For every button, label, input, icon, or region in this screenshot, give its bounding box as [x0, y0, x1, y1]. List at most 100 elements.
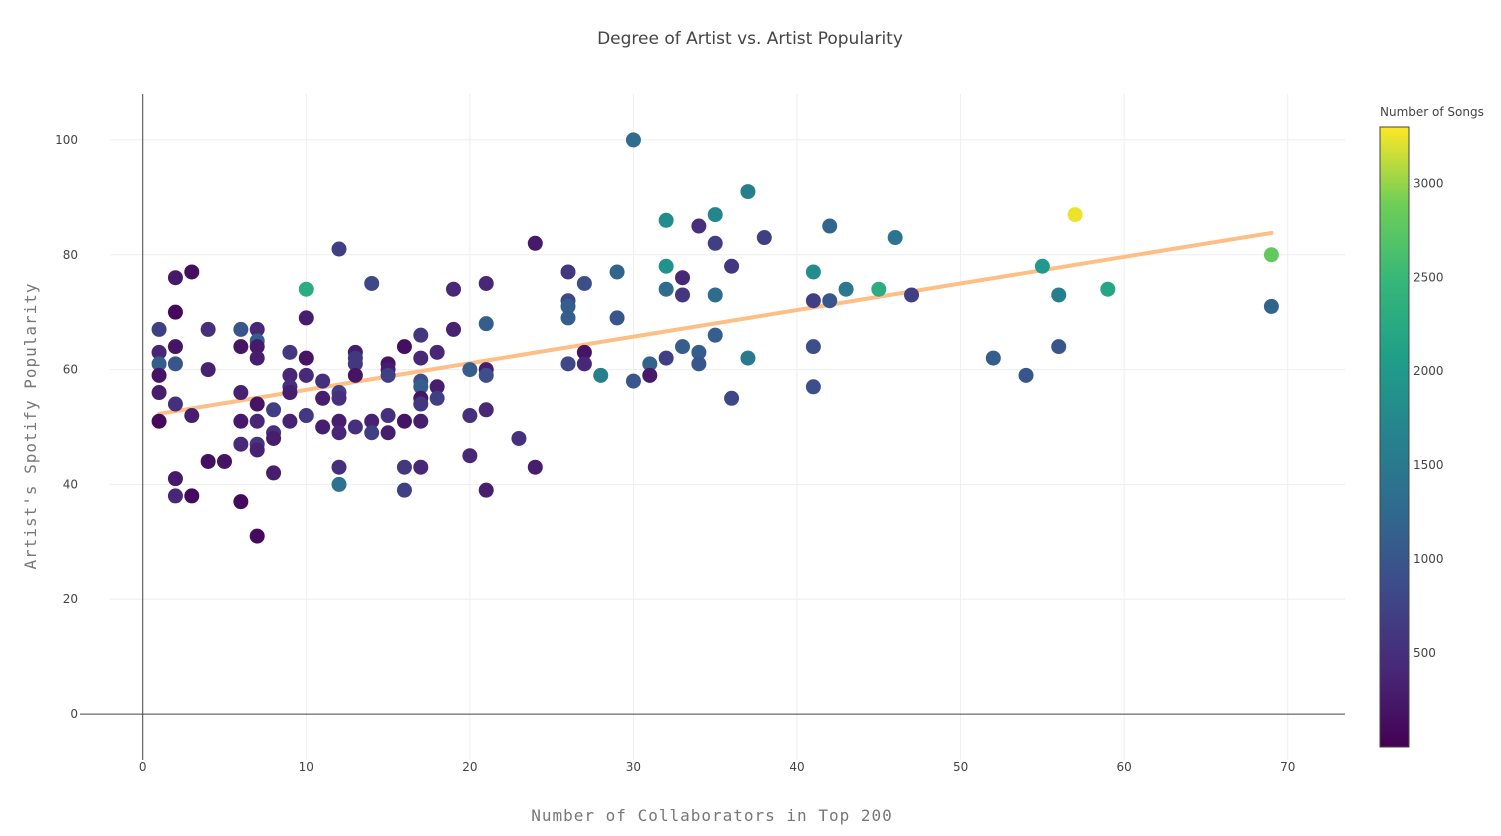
- data-point: [675, 270, 691, 286]
- colorbar-tick-label: 3000: [1413, 176, 1444, 190]
- axes: 0 10 20 30 40 50 60 70 0 20 40 60 80 100: [55, 94, 1345, 774]
- data-point: [298, 408, 314, 424]
- data-point: [1263, 298, 1279, 314]
- colorbar: Number of Songs 500 1000 1500 2000 2500 3000: [1379, 105, 1484, 748]
- colorbar-tick-label: 500: [1413, 646, 1436, 660]
- data-point: [331, 390, 347, 406]
- data-point: [233, 494, 249, 510]
- data-point: [184, 264, 200, 280]
- data-point: [805, 379, 821, 395]
- data-point: [576, 356, 592, 372]
- data-point: [1018, 367, 1034, 383]
- data-point: [1100, 281, 1116, 297]
- data-point: [380, 367, 396, 383]
- y-tick-label: 60: [63, 363, 78, 377]
- data-point: [675, 287, 691, 303]
- data-point: [233, 413, 249, 429]
- data-point: [167, 488, 183, 504]
- data-point: [560, 310, 576, 326]
- trendline-layer: [157, 230, 1274, 416]
- data-point: [478, 482, 494, 498]
- x-tick-label: 20: [462, 760, 477, 774]
- data-point: [658, 350, 674, 366]
- data-point: [707, 207, 723, 223]
- data-point: [675, 339, 691, 355]
- data-point: [740, 184, 756, 200]
- x-tick-label: 40: [789, 760, 804, 774]
- data-point: [462, 448, 478, 464]
- data-point: [315, 390, 331, 406]
- data-point: [511, 430, 527, 446]
- data-point: [625, 373, 641, 389]
- data-point: [1263, 247, 1279, 263]
- data-point: [151, 321, 167, 337]
- data-point: [331, 459, 347, 475]
- data-point: [249, 528, 265, 544]
- data-point: [151, 385, 167, 401]
- data-point: [1051, 287, 1067, 303]
- data-point: [396, 339, 412, 355]
- data-point: [985, 350, 1001, 366]
- colorbar-ticks: 500 1000 1500 2000 2500 3000: [1413, 176, 1444, 660]
- y-tick-label: 80: [63, 248, 78, 262]
- data-points: [151, 132, 1279, 544]
- data-point: [233, 339, 249, 355]
- data-point: [380, 425, 396, 441]
- data-point: [478, 402, 494, 418]
- data-point: [167, 339, 183, 355]
- data-point: [282, 385, 298, 401]
- x-tick-label: 60: [1117, 760, 1132, 774]
- data-point: [249, 321, 265, 337]
- data-point: [822, 293, 838, 309]
- data-point: [609, 264, 625, 280]
- data-point: [331, 413, 347, 429]
- data-point: [1067, 207, 1083, 223]
- data-point: [429, 344, 445, 360]
- data-point: [167, 304, 183, 320]
- data-point: [642, 356, 658, 372]
- data-point: [413, 350, 429, 366]
- data-point: [609, 310, 625, 326]
- x-tick-label: 70: [1280, 760, 1295, 774]
- data-point: [364, 425, 380, 441]
- data-point: [249, 442, 265, 458]
- data-point: [167, 356, 183, 372]
- data-point: [691, 218, 707, 234]
- x-axis-title: Number of Collaborators in Top 200: [531, 806, 893, 825]
- data-point: [822, 218, 838, 234]
- data-point: [200, 321, 216, 337]
- data-point: [871, 281, 887, 297]
- y-tick-label: 40: [63, 477, 78, 491]
- data-point: [756, 230, 772, 246]
- data-point: [380, 408, 396, 424]
- colorbar-tick-label: 1500: [1413, 458, 1444, 472]
- data-point: [184, 488, 200, 504]
- data-point: [413, 327, 429, 343]
- data-point: [691, 356, 707, 372]
- data-point: [740, 350, 756, 366]
- data-point: [658, 281, 674, 297]
- data-point: [904, 287, 920, 303]
- data-point: [266, 465, 282, 481]
- data-point: [560, 356, 576, 372]
- data-point: [805, 293, 821, 309]
- data-point: [151, 367, 167, 383]
- data-point: [1051, 339, 1067, 355]
- data-point: [249, 350, 265, 366]
- data-point: [478, 367, 494, 383]
- data-point: [167, 471, 183, 487]
- y-tick-label: 20: [63, 592, 78, 606]
- data-point: [413, 413, 429, 429]
- data-point: [151, 356, 167, 372]
- data-point: [347, 367, 363, 383]
- data-point: [576, 344, 592, 360]
- data-point: [200, 362, 216, 378]
- data-point: [331, 425, 347, 441]
- data-point: [1034, 258, 1050, 274]
- data-point: [724, 390, 740, 406]
- data-point: [217, 453, 233, 469]
- data-point: [151, 344, 167, 360]
- data-point: [642, 367, 658, 383]
- data-point: [724, 258, 740, 274]
- y-tick-label: 0: [70, 707, 78, 721]
